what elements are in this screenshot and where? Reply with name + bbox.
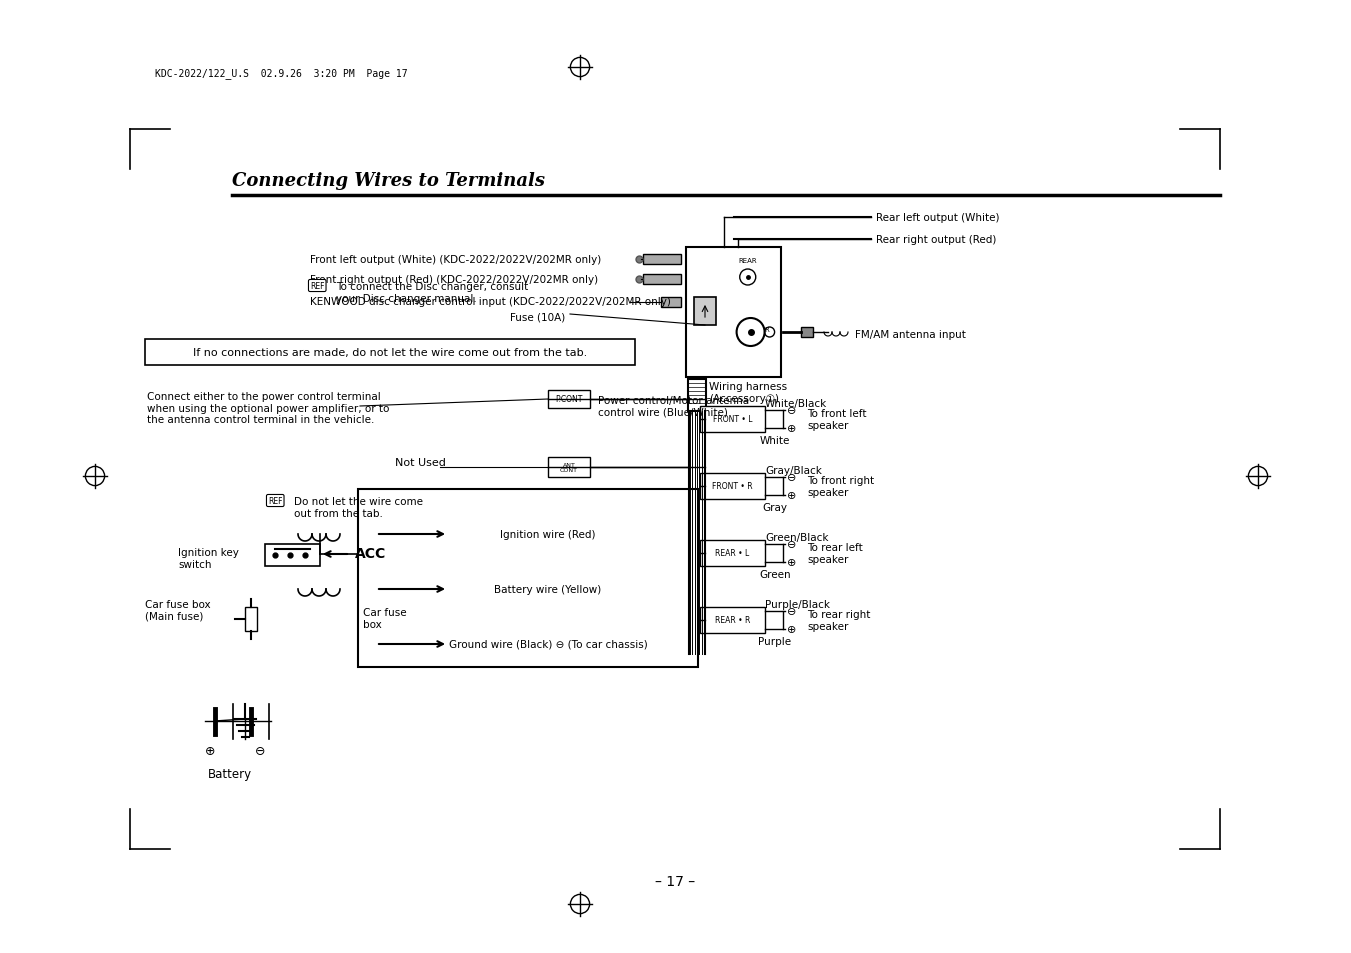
Text: ⊖: ⊖ [788, 473, 796, 482]
Text: P.CONT: P.CONT [555, 395, 582, 404]
Text: ANT
CONT: ANT CONT [561, 462, 578, 473]
Text: Connect either to the power control terminal
when using the optional power ampli: Connect either to the power control term… [147, 392, 389, 425]
Text: FRONT • R: FRONT • R [712, 482, 753, 491]
Text: ACC: ACC [355, 546, 386, 560]
Text: Battery: Battery [208, 767, 253, 781]
Bar [358, 490, 698, 667]
Bar [801, 328, 813, 337]
Text: Not Used: Not Used [394, 457, 446, 468]
Text: White: White [759, 436, 790, 446]
Text: Fuse (10A): Fuse (10A) [509, 313, 565, 323]
Bar [700, 540, 765, 566]
Text: R: R [763, 327, 769, 333]
Text: Green/Black: Green/Black [765, 533, 828, 542]
Text: REAR • L: REAR • L [716, 549, 750, 558]
Text: Car fuse box
(Main fuse): Car fuse box (Main fuse) [145, 599, 211, 621]
Text: Ground wire (Black) ⊖ (To car chassis): Ground wire (Black) ⊖ (To car chassis) [449, 639, 647, 649]
Bar [700, 474, 765, 499]
Bar [245, 607, 257, 631]
Text: If no connections are made, do not let the wire come out from the tab.: If no connections are made, do not let t… [193, 348, 588, 357]
Text: Ignition key
switch: Ignition key switch [178, 547, 239, 569]
Text: Gray/Black: Gray/Black [765, 465, 821, 476]
Text: KENWOOD disc changer control input (KDC-2022/2022V/202MR only): KENWOOD disc changer control input (KDC-… [309, 296, 671, 307]
Bar [643, 274, 681, 285]
Text: REAR • R: REAR • R [715, 616, 750, 625]
Text: ⊕: ⊕ [205, 744, 215, 758]
Text: ⊕: ⊕ [788, 423, 796, 434]
Bar [549, 391, 590, 409]
Text: REF: REF [267, 497, 282, 505]
Text: To rear right
speaker: To rear right speaker [807, 610, 870, 631]
Text: To connect the Disc changer, consult
your Disc changer manual.: To connect the Disc changer, consult you… [336, 282, 528, 303]
Bar [643, 254, 681, 265]
Text: KDC-2022/122_U.S  02.9.26  3:20 PM  Page 17: KDC-2022/122_U.S 02.9.26 3:20 PM Page 17 [155, 68, 408, 79]
Text: ⊖: ⊖ [255, 744, 265, 758]
Text: Rear right output (Red): Rear right output (Red) [875, 234, 997, 245]
Bar [265, 544, 320, 566]
Text: Battery wire (Yellow): Battery wire (Yellow) [494, 584, 601, 595]
Bar [694, 297, 716, 326]
Text: Front left output (White) (KDC-2022/2022V/202MR only): Front left output (White) (KDC-2022/2022… [309, 254, 601, 265]
Text: Gray: Gray [762, 502, 788, 513]
Bar [700, 607, 765, 634]
Text: Purple/Black: Purple/Black [765, 599, 830, 609]
Text: Rear left output (White): Rear left output (White) [875, 213, 1000, 223]
Text: Front right output (Red) (KDC-2022/2022V/202MR only): Front right output (Red) (KDC-2022/2022V… [309, 274, 598, 285]
Text: ⊖: ⊖ [788, 539, 796, 550]
Text: ⊕: ⊕ [788, 624, 796, 635]
Bar [688, 379, 707, 412]
Bar [686, 248, 781, 377]
Text: White/Black: White/Black [765, 398, 827, 409]
Text: REF: REF [309, 282, 324, 291]
Text: Wiring harness
(Accessory①): Wiring harness (Accessory①) [709, 381, 788, 403]
Text: To front right
speaker: To front right speaker [807, 476, 874, 497]
Text: REAR: REAR [739, 257, 757, 264]
Text: Connecting Wires to Terminals: Connecting Wires to Terminals [232, 172, 544, 190]
Text: ⊕: ⊕ [788, 491, 796, 500]
Text: FM/AM antenna input: FM/AM antenna input [855, 330, 966, 339]
Text: – 17 –: – 17 – [655, 874, 694, 888]
Text: Do not let the wire come
out from the tab.: Do not let the wire come out from the ta… [295, 497, 423, 518]
Bar [145, 339, 635, 366]
Text: Green: Green [759, 569, 790, 579]
Text: Purple: Purple [758, 637, 792, 646]
Text: ⊖: ⊖ [788, 606, 796, 617]
Text: FRONT • L: FRONT • L [713, 416, 753, 424]
Bar [661, 297, 681, 308]
Text: To front left
speaker: To front left speaker [807, 409, 866, 431]
Bar [700, 407, 765, 433]
Bar [549, 457, 590, 477]
Text: Power control/Motor antenna
control wire (Blue/White): Power control/Motor antenna control wire… [598, 395, 748, 417]
Text: Ignition wire (Red): Ignition wire (Red) [500, 530, 596, 539]
Text: To rear left
speaker: To rear left speaker [807, 542, 863, 564]
Text: ⊕: ⊕ [788, 558, 796, 567]
Text: Car fuse
box: Car fuse box [363, 607, 407, 629]
Text: ⊖: ⊖ [788, 406, 796, 416]
